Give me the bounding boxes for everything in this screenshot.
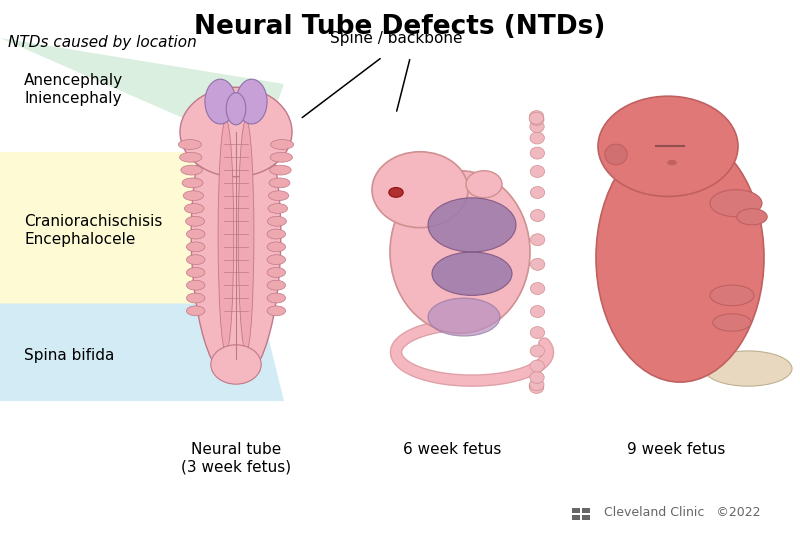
Ellipse shape <box>183 191 203 201</box>
Ellipse shape <box>186 280 205 290</box>
Text: Spine / backbone: Spine / backbone <box>330 31 462 46</box>
Ellipse shape <box>238 120 254 352</box>
FancyBboxPatch shape <box>582 508 590 513</box>
Ellipse shape <box>529 380 543 392</box>
Ellipse shape <box>530 132 544 144</box>
Ellipse shape <box>267 255 286 264</box>
Text: Anencephaly
Iniencephaly: Anencephaly Iniencephaly <box>24 73 123 106</box>
Ellipse shape <box>596 133 764 382</box>
Ellipse shape <box>529 112 543 124</box>
Ellipse shape <box>530 306 545 318</box>
Polygon shape <box>0 152 260 304</box>
Ellipse shape <box>530 327 545 339</box>
Ellipse shape <box>186 306 205 316</box>
Ellipse shape <box>270 152 292 162</box>
Ellipse shape <box>530 147 545 159</box>
Ellipse shape <box>226 93 246 125</box>
Ellipse shape <box>181 165 202 175</box>
Text: Craniorachischisis
Encephalocele: Craniorachischisis Encephalocele <box>24 214 162 247</box>
Ellipse shape <box>605 144 627 165</box>
Text: 6 week fetus: 6 week fetus <box>403 442 501 457</box>
Ellipse shape <box>598 96 738 197</box>
Ellipse shape <box>428 198 516 252</box>
Ellipse shape <box>186 255 205 264</box>
FancyBboxPatch shape <box>582 515 590 520</box>
Ellipse shape <box>186 293 205 303</box>
FancyBboxPatch shape <box>572 508 580 513</box>
Ellipse shape <box>267 268 286 278</box>
Polygon shape <box>0 38 284 152</box>
Text: NTDs caused by location: NTDs caused by location <box>8 35 197 50</box>
Ellipse shape <box>530 111 544 122</box>
Ellipse shape <box>530 360 544 372</box>
Ellipse shape <box>270 165 291 175</box>
Ellipse shape <box>182 178 203 188</box>
Ellipse shape <box>267 280 286 290</box>
Ellipse shape <box>432 252 512 295</box>
Ellipse shape <box>267 216 286 226</box>
Text: Neural tube
(3 week fetus): Neural tube (3 week fetus) <box>181 442 291 474</box>
Ellipse shape <box>530 165 545 177</box>
Ellipse shape <box>667 160 677 165</box>
Ellipse shape <box>428 298 500 336</box>
Ellipse shape <box>267 242 286 252</box>
Ellipse shape <box>184 204 204 214</box>
Ellipse shape <box>186 216 205 226</box>
Ellipse shape <box>236 79 267 124</box>
Text: Neural Tube Defects (NTDs): Neural Tube Defects (NTDs) <box>194 14 606 40</box>
Ellipse shape <box>530 282 545 294</box>
Ellipse shape <box>530 186 545 198</box>
Ellipse shape <box>186 268 205 278</box>
Ellipse shape <box>530 113 544 125</box>
Ellipse shape <box>530 382 544 393</box>
Ellipse shape <box>710 190 762 217</box>
Ellipse shape <box>530 121 544 133</box>
Ellipse shape <box>710 285 754 306</box>
Ellipse shape <box>466 171 502 198</box>
Polygon shape <box>0 304 284 401</box>
Text: Spina bifida: Spina bifida <box>24 347 114 363</box>
Ellipse shape <box>530 259 545 270</box>
Ellipse shape <box>389 188 403 197</box>
Ellipse shape <box>270 140 294 150</box>
FancyBboxPatch shape <box>572 515 580 520</box>
Ellipse shape <box>372 152 468 228</box>
Ellipse shape <box>530 234 545 246</box>
Ellipse shape <box>186 229 205 239</box>
Ellipse shape <box>178 140 202 150</box>
Ellipse shape <box>269 191 289 201</box>
Ellipse shape <box>267 293 286 303</box>
Ellipse shape <box>210 345 261 384</box>
Ellipse shape <box>713 314 751 331</box>
Ellipse shape <box>737 209 767 225</box>
Text: Cleveland Clinic   ©2022: Cleveland Clinic ©2022 <box>604 506 761 519</box>
Ellipse shape <box>205 79 236 124</box>
Ellipse shape <box>704 351 792 386</box>
Text: 9 week fetus: 9 week fetus <box>627 442 725 457</box>
Ellipse shape <box>530 210 545 222</box>
Ellipse shape <box>530 379 544 391</box>
Ellipse shape <box>267 229 286 239</box>
Ellipse shape <box>267 306 286 316</box>
Ellipse shape <box>530 371 544 383</box>
Ellipse shape <box>269 178 290 188</box>
Ellipse shape <box>186 242 205 252</box>
Ellipse shape <box>180 87 292 177</box>
Ellipse shape <box>180 152 202 162</box>
Ellipse shape <box>191 88 281 383</box>
Ellipse shape <box>390 171 530 333</box>
Ellipse shape <box>268 204 288 214</box>
Ellipse shape <box>218 120 234 352</box>
Ellipse shape <box>530 345 545 357</box>
